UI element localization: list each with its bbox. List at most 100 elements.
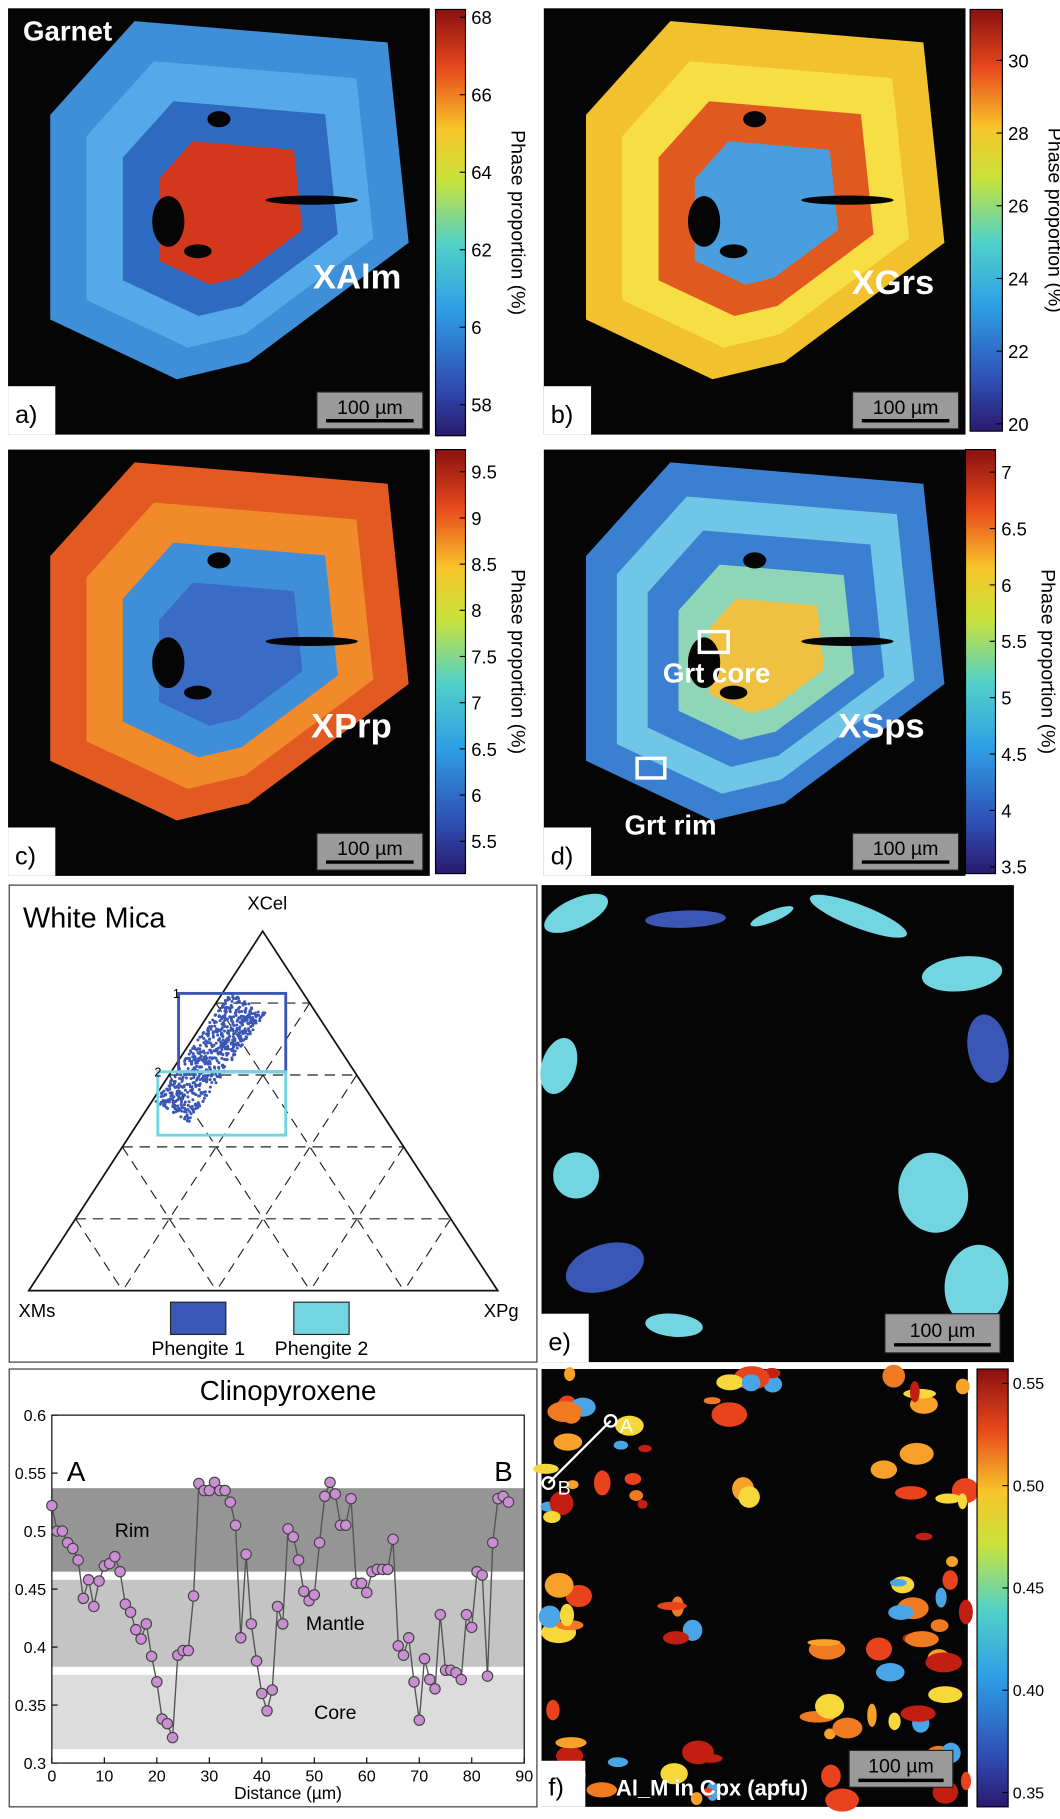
mica-analysis [217, 1061, 221, 1065]
mica-analysis [249, 1011, 253, 1015]
pyroxene-grain [824, 1728, 836, 1740]
mica-analysis [229, 1047, 233, 1051]
pyroxene-grain [566, 1480, 579, 1490]
mica-analysis [222, 1029, 226, 1033]
mica-analysis [223, 1009, 227, 1013]
mica-analysis [181, 1085, 185, 1089]
mica-analysis [254, 1021, 258, 1025]
y-tick-label: 0.55 [15, 1465, 46, 1483]
map-label: XSps [838, 708, 924, 746]
panel-label: f) [548, 1773, 563, 1801]
mica-analysis [234, 996, 238, 1000]
mica-analysis [228, 1034, 232, 1038]
mica-analysis [179, 1098, 183, 1102]
mica-analysis [180, 1109, 184, 1113]
mica-analysis [201, 1099, 205, 1103]
inclusion [207, 552, 231, 569]
mica-analysis [220, 1056, 224, 1060]
profile-point [308, 1589, 321, 1601]
rim-box [635, 756, 667, 780]
colorbar-tick-label: 0.35 [1013, 1784, 1044, 1802]
profile-point [413, 1714, 426, 1726]
colorbar-tick-label: 6 [1001, 575, 1011, 596]
mica-analysis [204, 1058, 208, 1062]
scale-bar-label: 100 µm [337, 838, 403, 860]
profile-point [266, 1684, 279, 1696]
pyroxene-grain [821, 1764, 841, 1788]
colorbar-tick-label: 7 [1001, 462, 1011, 483]
panel-label-box [543, 386, 592, 435]
mica-analysis [173, 1080, 177, 1084]
panel-label: b) [551, 401, 574, 429]
pyroxene-grain [865, 1637, 893, 1661]
mica-analysis [192, 1076, 196, 1080]
panel-frame [8, 884, 538, 1363]
colorbar-tick-label: 0.50 [1013, 1477, 1044, 1495]
mica-analysis [244, 1037, 248, 1041]
mica-analysis [179, 1100, 183, 1104]
mica-analysis [202, 1060, 206, 1064]
pyroxene-grain [690, 1792, 703, 1806]
mica-grain [553, 1152, 600, 1199]
ternary-grid [403, 1218, 452, 1291]
end-label: A [67, 1456, 86, 1487]
profile-point [355, 1577, 368, 1590]
mica-analysis [204, 1032, 208, 1036]
pyroxene-grain [546, 1699, 560, 1721]
mica-analysis [208, 1090, 212, 1094]
inclusion [801, 195, 894, 205]
mica-analysis [210, 1024, 214, 1028]
pyroxene-grain [698, 1754, 723, 1763]
mica-analysis [170, 1097, 174, 1101]
mica-analysis [237, 999, 241, 1003]
pyroxene-grain [556, 1746, 584, 1766]
profile-point [387, 1533, 399, 1545]
mica-analysis [223, 1013, 227, 1017]
colorbar-tick-label: 5.5 [1001, 631, 1027, 652]
profile-point [182, 1644, 195, 1657]
pyroxene-grain [899, 1442, 934, 1465]
pyroxene-grain [957, 1493, 968, 1510]
apex-label: XMs [18, 1300, 55, 1321]
mica-analysis [162, 1089, 166, 1093]
scale-bar-box [852, 832, 960, 871]
pyroxene-grain [607, 1757, 629, 1767]
colorbar [434, 449, 467, 875]
mica-analysis [235, 1019, 239, 1023]
mica-analysis [171, 1083, 175, 1087]
mica-analysis [223, 1018, 227, 1022]
mica-analysis [207, 1065, 211, 1069]
profile-point [277, 1618, 289, 1630]
mica-analysis [205, 1093, 209, 1097]
mica-analysis [185, 1115, 189, 1119]
mica-analysis [224, 1058, 228, 1062]
mica-analysis [183, 1100, 187, 1104]
pyroxene-grain [593, 1470, 611, 1496]
mica-analysis [188, 1056, 192, 1060]
mica-analysis [208, 1037, 212, 1041]
profile-point [245, 1618, 258, 1630]
mica-analysis [199, 1054, 203, 1058]
mica-analysis [238, 1025, 242, 1029]
band [51, 1674, 525, 1750]
profile-point [140, 1618, 153, 1630]
pyroxene-grain [900, 1705, 936, 1722]
mica-analysis [185, 1076, 189, 1080]
mica-analysis [197, 1094, 201, 1098]
mica-analysis [263, 1011, 267, 1015]
mica-analysis [254, 1014, 258, 1018]
mica-analysis [188, 1116, 192, 1120]
pyroxene-grain [565, 1584, 592, 1608]
inclusion [207, 111, 231, 128]
profile-point [424, 1673, 436, 1686]
mica-analysis [183, 1059, 187, 1063]
mica-analysis [251, 1028, 255, 1032]
mica-analysis [226, 1036, 230, 1040]
mica-analysis [211, 1035, 215, 1039]
mica-analysis [237, 1031, 241, 1035]
pyroxene-grain [638, 1444, 652, 1453]
pyroxene-grain [909, 1381, 920, 1403]
mica-analysis [217, 1014, 221, 1018]
profile-point [166, 1731, 179, 1744]
pyroxene-grain [547, 1401, 582, 1423]
